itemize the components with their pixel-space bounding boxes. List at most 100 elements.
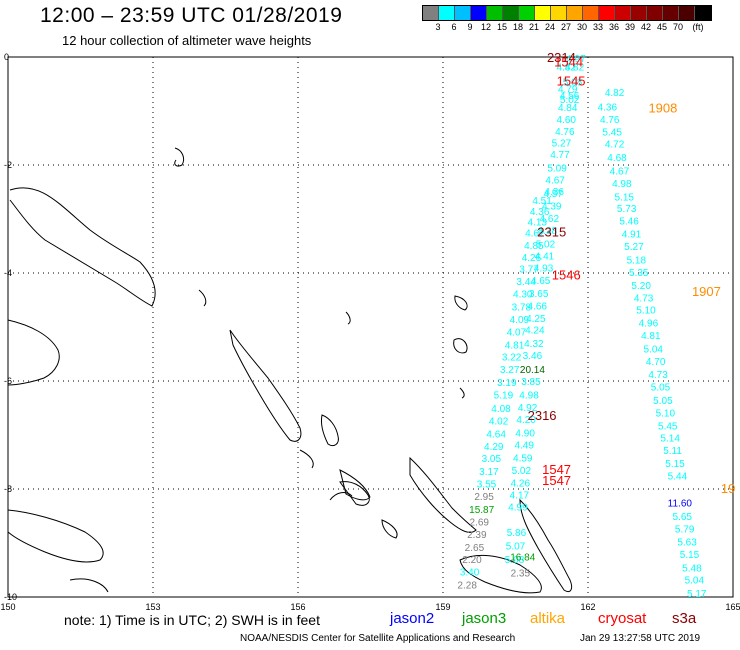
page-title: 12:00 – 23:59 UTC 01/28/2019 [40,4,343,27]
swh-value: 4.97 [566,54,586,65]
swh-value: 4.67 [610,166,630,177]
swh-value: 4.84 [558,103,578,114]
swh-value: 2.39 [467,530,487,541]
lon-tick-label: 162 [580,602,595,612]
swh-value: 5.08 [563,77,583,88]
legend-swatch [423,6,439,20]
swh-value: 3.19 [497,378,517,389]
swh-value: 2.69 [470,517,490,528]
legend-unit: (ft) [692,22,704,32]
swh-value: 5.05 [653,396,673,407]
coastlines [7,147,573,594]
satellite-legend-jason2: jason2 [390,610,435,627]
lat-tick-label: -8 [4,484,12,494]
swh-value: 3.44 [516,277,536,288]
legend-swatch [519,6,535,20]
coastline [321,414,339,447]
footer-credit: NOAA/NESDIS Center for Satellite Applica… [240,633,516,644]
swh-value: 3.85 [521,377,541,388]
legend-label: 15 [496,22,507,32]
swh-value: 4.73 [634,293,654,304]
swh-value: 5.17 [687,589,707,600]
swh-value: 5.73 [617,204,637,215]
swh-value: 4.49 [514,441,534,452]
swh-value: 4.62 [525,229,545,240]
lat-tick-label: 0 [4,52,9,62]
swh-value: 5.63 [677,537,697,548]
pass-time-label: 2316 [528,408,557,423]
satellite-legend-cryosat: cryosat [598,610,647,627]
footer-timestamp: Jan 29 13:27:58 UTC 2019 [580,633,701,644]
coastline [339,481,370,506]
swh-value: 5.02 [536,239,556,250]
satellite-legend-jason3: jason3 [462,610,507,627]
legend-swatch [615,6,631,20]
coastline [7,319,60,386]
legend-label: 3 [435,22,441,32]
swh-value: 4.59 [513,454,533,465]
swh-value: 4.25 [526,314,546,325]
swh-value: 3.78 [512,302,532,313]
legend-swatch [455,6,471,20]
legend-swatch [599,6,615,20]
swh-value: 4.91 [622,230,642,241]
pass-time-label: 2315 [537,225,566,240]
lon-tick-label: 159 [435,602,450,612]
swh-value: 5.19 [494,391,514,402]
swh-value: 2.95 [474,492,494,503]
legend-swatch [583,6,599,20]
swh-value: 5.15 [680,550,700,561]
axis-ticks: 150 153 156 159 162 165 0 -2 -4 -6 -8 -10 [0,52,740,612]
coastline [229,329,302,442]
pass-time-label: 1908 [648,100,677,115]
swh-value: 3.22 [502,353,522,364]
pass-time-label: 1907 [692,284,721,299]
swh-value: 5.65 [673,512,693,523]
swh-value: 4.79 [558,84,578,95]
swh-value: 4.76 [555,127,575,138]
swh-value: 4.98 [519,391,539,402]
page-subtitle: 12 hour collection of altimeter wave hei… [62,33,312,48]
swh-value: 5.10 [636,306,656,317]
lon-tick-label: 153 [145,602,160,612]
swh-value: 3.65 [529,289,549,300]
coastline [454,295,468,311]
swh-value: 3.46 [523,351,543,362]
coastline [329,492,353,501]
pass-time-label: 1545 [557,73,586,88]
lat-tick-label: -4 [4,268,12,278]
coastline [7,509,104,563]
swh-value: 4.57 [543,189,563,200]
coastline [339,469,371,501]
swh-value: 5.04 [685,576,705,587]
swh-value: 4.62 [540,214,560,225]
legend-label: 42 [640,22,651,32]
swh-value: 3.05 [482,454,502,465]
swh-value: 4.76 [600,115,620,126]
lat-tick-label: -10 [4,592,17,602]
pass-time-label: 1544 [554,54,583,69]
swh-value: 5.02 [560,95,580,106]
swh-value: 5.11 [663,446,682,457]
swh-value: 11.60 [668,499,693,510]
coastline [69,578,109,593]
legend-label: 30 [576,22,587,32]
color-legend [422,5,712,21]
coastline [453,338,468,354]
swh-value: 4.93 [534,264,554,275]
swh-value: 16.84 [510,553,535,564]
legend-swatch [471,6,487,20]
swh-value: 5.10 [656,408,676,419]
swh-value: 5.86 [507,528,527,539]
swh-value: 2.65 [465,543,485,554]
footer-note: note: 1) Time is in UTC; 2) SWH is in fe… [64,612,320,628]
swh-value: 4.02 [489,416,509,427]
swh-value: 4.26 [511,479,531,490]
swh-value: 4.66 [528,301,548,312]
swh-value: 4.68 [607,153,627,164]
swh-value: 3.77 [519,265,539,276]
lon-tick-label: 150 [0,602,15,612]
pass-time-label: 19 [721,481,735,496]
swh-value: 5.18 [627,256,647,267]
legend-label: 6 [451,22,457,32]
